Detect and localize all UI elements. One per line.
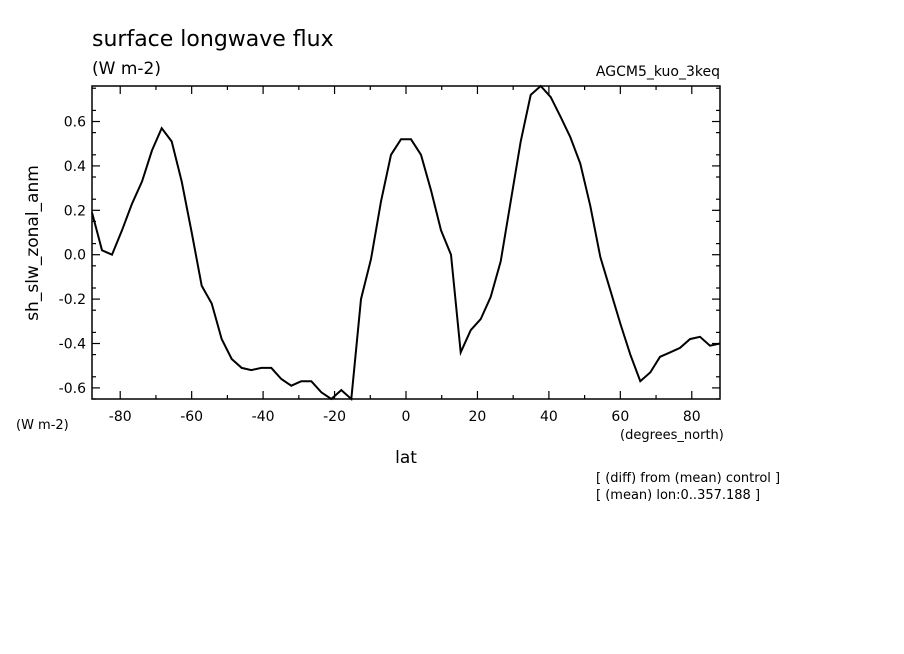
run-label: AGCM5_kuo_3keq bbox=[596, 64, 720, 80]
y-tick-label: -0.6 bbox=[59, 381, 86, 397]
note-mean: [ (mean) lon:0..357.188 ] bbox=[596, 488, 760, 503]
x-tick-label: 40 bbox=[540, 409, 558, 425]
x-tick-label: 60 bbox=[611, 409, 629, 425]
x-tick-label: -20 bbox=[323, 409, 346, 425]
chart-title: surface longwave flux bbox=[92, 27, 334, 52]
x-tick-label: -80 bbox=[109, 409, 132, 425]
y-tick-label: -0.4 bbox=[59, 337, 86, 353]
x-axis-label: lat bbox=[395, 448, 417, 468]
y-axis-label: sh_slw_zonal_anm bbox=[23, 165, 43, 321]
y-units-label: (W m-2) bbox=[16, 418, 69, 433]
chart-subtitle: (W m-2) bbox=[92, 59, 161, 79]
x-tick-label: -40 bbox=[252, 409, 275, 425]
axis-ticks bbox=[92, 86, 720, 400]
y-tick-label: 0.0 bbox=[64, 248, 86, 264]
x-tick-label: -60 bbox=[180, 409, 203, 425]
axis-tick-labels: -80 -60 -40 -20 0 20 40 60 80 -0.6 -0.4 -0.2 0.0 0.2 0… bbox=[59, 115, 701, 425]
x-units-label: (degrees_north) bbox=[620, 428, 724, 443]
note-diff: [ (diff) from (mean) control ] bbox=[596, 471, 780, 486]
x-tick-label: 80 bbox=[683, 409, 701, 425]
y-tick-label: 0.2 bbox=[64, 203, 86, 219]
y-tick-label: -0.2 bbox=[59, 292, 86, 308]
y-tick-label: 0.4 bbox=[64, 159, 86, 175]
y-tick-label: 0.6 bbox=[64, 115, 86, 131]
x-tick-label: 0 bbox=[402, 409, 411, 425]
x-tick-label: 20 bbox=[469, 409, 487, 425]
series-line bbox=[91, 84, 721, 402]
plot-frame bbox=[91, 85, 721, 400]
